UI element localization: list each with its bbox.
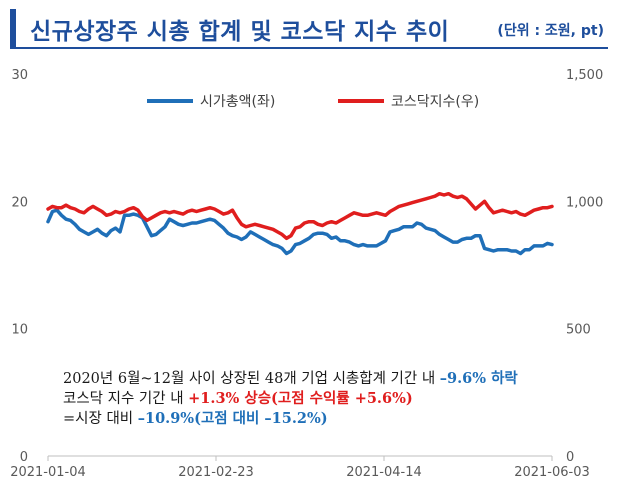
series-line-market-cap xyxy=(46,208,554,256)
left-tick-label: 20 xyxy=(11,195,28,210)
series-group xyxy=(46,191,554,256)
left-axis-ticks: 0 10 20 30 xyxy=(11,68,28,465)
x-axis-ticks: 2021-01-04 2021-02-23 2021-04-14 2021-06-03 xyxy=(10,456,590,480)
x-tick-label: 2021-01-04 xyxy=(10,465,86,480)
title-bar: 신규상장주 시총 합계 및 코스닥 지수 추이 (단위 : 조원, pt) xyxy=(10,9,608,49)
right-tick-label: 1,500 xyxy=(566,68,603,83)
note-line-1: 2020년 6월~12월 사이 상장된 48개 기업 시총합계 기간 내 –9.… xyxy=(63,370,518,387)
note-line-2: 코스닥 지수 기간 내 +1.3% 상승(고점 수익률 +5.6%) xyxy=(63,390,413,407)
right-tick-label: 1,000 xyxy=(566,195,603,210)
note-highlight-1: –9.6% 하락 xyxy=(439,370,518,387)
series-line-kosdaq xyxy=(46,191,554,241)
right-tick-label: 500 xyxy=(566,323,591,338)
left-tick-label: 30 xyxy=(11,68,28,83)
right-axis-ticks: 0 500 1,000 1,500 xyxy=(566,68,603,465)
unit-label: (단위 : 조원, pt) xyxy=(497,23,604,39)
x-tick-label: 2021-06-03 xyxy=(514,465,590,480)
note-highlight-3: –10.9%(고점 대비 –15.2%) xyxy=(137,410,328,427)
note-highlight-2: +1.3% 상승(고점 수익률 +5.6%) xyxy=(188,390,413,407)
annotation-note: 2020년 6월~12월 사이 상장된 48개 기업 시총합계 기간 내 –9.… xyxy=(63,369,518,429)
x-tick-label: 2021-02-23 xyxy=(178,465,254,480)
x-tick-label: 2021-04-14 xyxy=(346,465,422,480)
legend: 시가총액(좌) 코스닥지수(우) xyxy=(147,94,479,110)
legend-label-market-cap: 시가총액(좌) xyxy=(200,94,275,110)
note-line-3: =시장 대비 –10.9%(고점 대비 –15.2%) xyxy=(63,410,328,427)
left-tick-label: 10 xyxy=(11,323,28,338)
legend-label-kosdaq: 코스닥지수(우) xyxy=(391,94,479,110)
left-tick-label: 0 xyxy=(20,450,28,465)
chart-title: 신규상장주 시총 합계 및 코스닥 지수 추이 xyxy=(30,19,450,45)
right-tick-label: 0 xyxy=(566,450,574,465)
